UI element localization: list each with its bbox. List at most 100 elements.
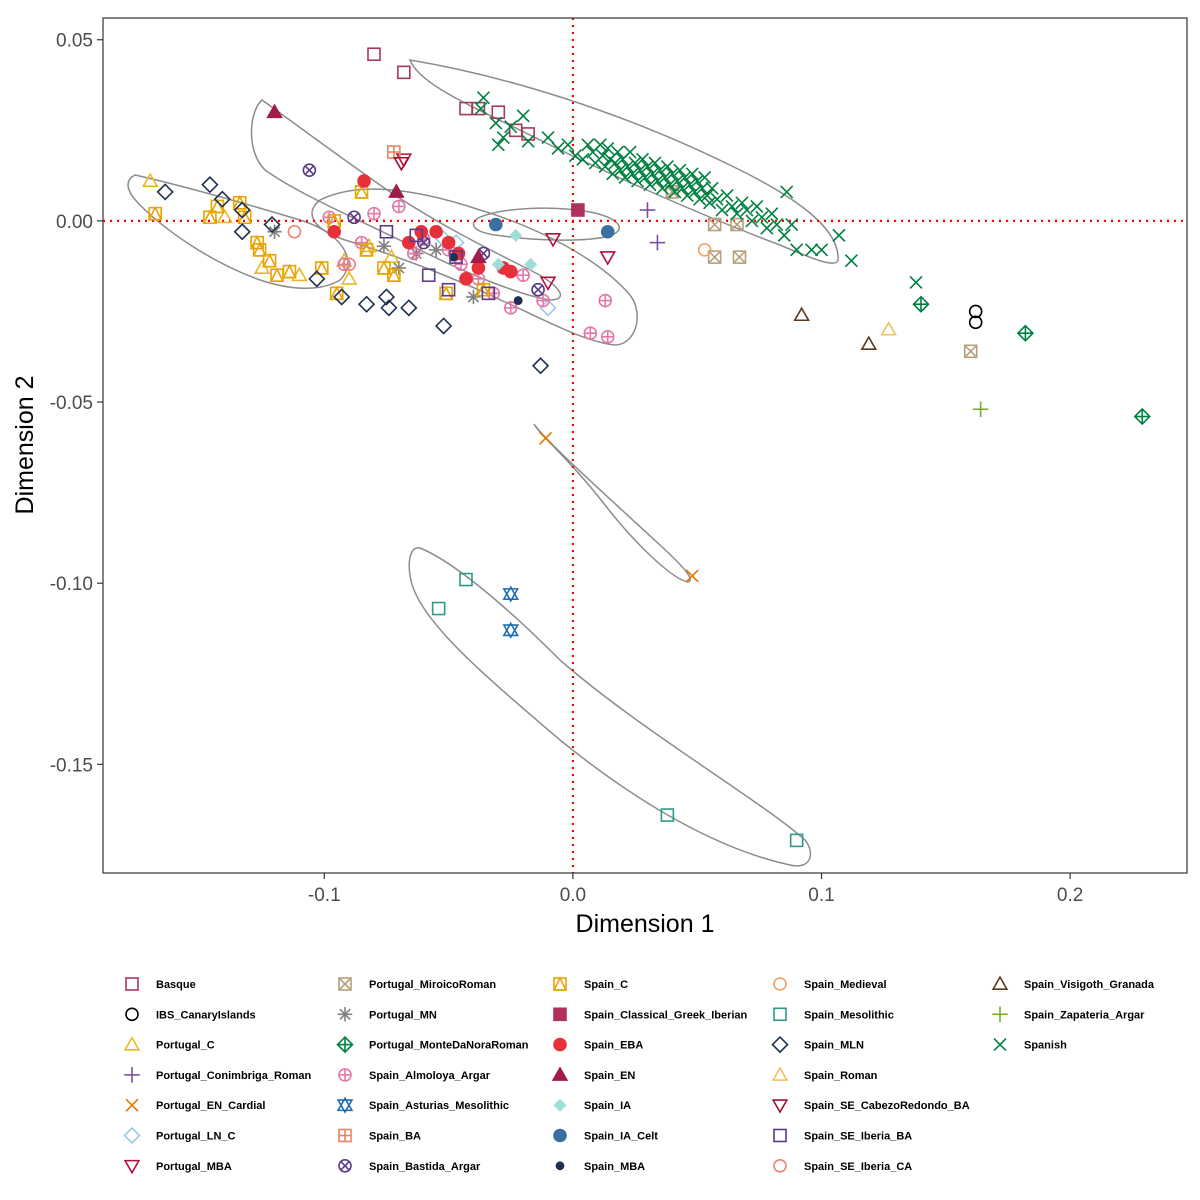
data-point [673,163,687,177]
data-point [266,103,283,119]
data-point [680,188,694,203]
data-point [502,585,520,603]
data-point [551,141,565,155]
data-point [793,306,810,322]
x-tick-label: 0.2 [1057,885,1083,906]
series-spain-mba [449,252,523,305]
data-point [568,149,582,163]
data-point [470,248,487,264]
legend-label: Spain_IA [584,1100,631,1112]
data-point [531,357,550,375]
data-point [354,235,369,250]
data-point [282,263,297,279]
data-point [392,199,406,214]
data-point [649,234,666,251]
data-point [383,248,400,264]
data-point [504,120,518,134]
data-point [531,282,545,297]
series-spain-mln [156,176,550,375]
y-tick-label: 0.05 [56,31,93,52]
data-point [441,282,456,297]
data-point [434,317,453,335]
legend-label: Spain_Roman [804,1070,878,1082]
y-tick-label: -0.05 [50,393,93,414]
data-point [502,621,520,639]
data-point [635,152,650,166]
legend-label: Spain_Medieval [804,979,887,991]
data-point [409,228,424,243]
data-point [963,344,978,359]
data-point [596,149,610,163]
legend-label: IBS_CanaryIslands [156,1009,256,1021]
data-point [745,214,759,228]
legend-item: Spain_Classical_Greek_Iberian [553,1007,748,1021]
series-spain-en [266,103,487,264]
data-point [429,224,443,239]
legend-item: Basque [125,977,196,991]
data-point [730,217,744,232]
data-point [630,174,645,188]
series-spain-classical-greek-iberian [571,203,585,217]
data-point [715,203,729,217]
legend-item: Portugal_EN_Cardial [125,1098,265,1112]
data-point [628,156,642,170]
data-point [648,156,662,170]
data-point [640,159,655,174]
data-point [650,174,664,188]
data-point [670,174,684,188]
data-point [730,207,744,221]
data-point [760,221,774,235]
data-point [327,224,342,239]
legend-item: Spain_Asturias_Mesolithic [336,1096,509,1114]
legend-label: Spain_Almoloya_Argar [369,1070,491,1082]
data-point [740,203,754,217]
outline-left-top [250,99,562,301]
legend-label: Portugal_C [156,1040,215,1052]
data-point [611,145,625,159]
data-point [539,276,557,291]
data-point [735,196,749,210]
data-point [428,242,444,258]
data-point [618,170,632,184]
data-point [496,130,510,145]
series-spain-visigoth-granada [793,306,878,351]
data-point [805,243,819,257]
data-point [252,242,267,257]
legend-item: Spain_IA [553,1098,631,1112]
data-point [147,205,163,221]
x-axis-title: Dimension 1 [576,910,715,938]
data-point [213,190,231,208]
data-point [521,127,535,141]
data-point [668,185,682,199]
data-point [516,268,530,283]
legend-item: Portugal_C [123,1036,215,1052]
data-point [732,250,747,264]
data-point [406,246,421,261]
data-point [755,210,769,224]
data-point [576,152,590,166]
data-point [449,250,463,264]
reference-lines [103,18,1187,873]
legend-item: Spain_SE_Iberia_BA [773,1128,912,1143]
outline-mesolithic [408,547,812,867]
data-point [441,235,456,250]
legend-label: Portugal_MN [369,1009,437,1021]
data-point [503,264,518,279]
series-spain-roman [880,321,897,336]
data-point [1016,324,1035,342]
legend-label: Spain_Visigoth_Granada [1024,979,1155,991]
data-point [968,304,983,319]
legend-item: IBS_CanaryIslands [125,1007,256,1021]
data-point [489,217,503,232]
data-point [968,315,983,330]
data-point [141,172,159,188]
series-spain-ia-celt [489,217,615,239]
data-point [357,295,376,313]
data-point [491,257,505,271]
legend-item: Spain_Almoloya_Argar [338,1068,491,1082]
legend-item: Spain_MLN [771,1035,864,1054]
data-point [608,156,622,170]
data-point [844,254,858,268]
data-point [972,401,989,418]
legend-label: Portugal_LN_C [156,1131,236,1143]
